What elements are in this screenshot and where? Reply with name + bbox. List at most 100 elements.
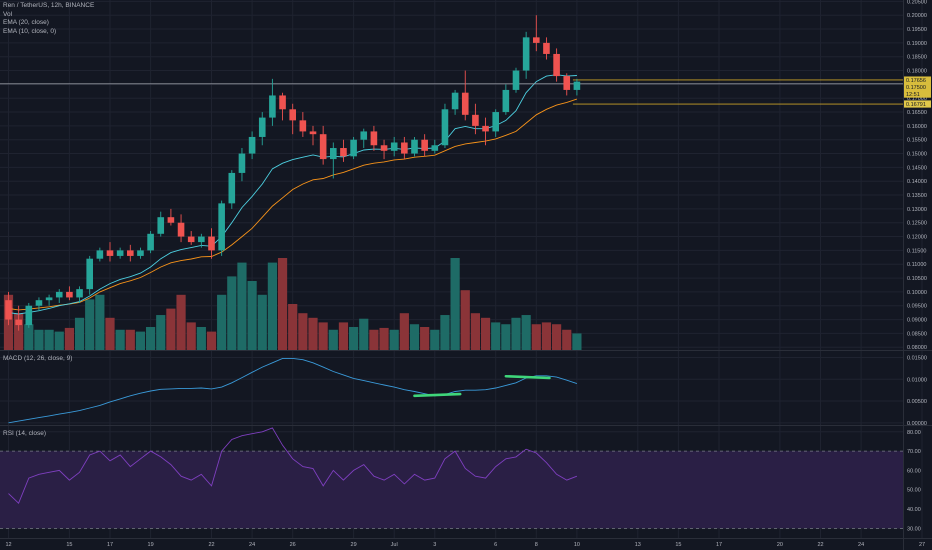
ema20-legend[interactable]: EMA (20, close) [3,19,49,26]
rsi-legend[interactable]: RSI (14, close) [3,430,46,437]
time-tick-label: 3 [433,542,436,548]
candle [76,286,83,303]
candle-body [167,217,175,223]
candle [340,139,347,162]
candle-body [208,236,215,251]
candle [502,84,510,115]
candle [86,255,93,295]
candle-body [401,142,408,154]
candle-body [330,148,337,160]
macd-legend[interactable]: MACD (12, 26, close, 9) [3,355,73,362]
candle [66,286,73,301]
candle-body [106,250,114,256]
candle-body [96,250,104,259]
volume-bar [125,329,135,350]
candle [533,15,540,52]
rsi-line [8,427,578,504]
macd-tick-label: 0.00500 [907,399,927,405]
volume-bar [420,327,430,350]
candle [380,139,388,160]
candle [401,136,408,160]
volume-bar [115,329,125,350]
price-tick-label: 0.19000 [907,41,927,47]
candle [137,247,144,259]
candle [279,92,286,121]
candle [472,103,479,135]
candle [553,48,560,82]
price-tag-bg [904,100,931,108]
candle [482,117,489,146]
volume-bar [338,322,349,350]
vol-legend[interactable]: Vol [3,10,13,18]
time-tick-label: 17 [716,542,722,548]
volume-bar [430,329,440,350]
candle-body [309,131,317,135]
candle-body [258,117,266,137]
price-tick-label: 0.20500 [907,0,927,5]
candle-body [441,109,449,146]
price-tick-label: 0.16000 [907,124,927,130]
volume-bar [257,294,267,350]
rsi-tick-label: 30.00 [907,526,921,532]
rsi-band [0,450,903,529]
volume-bar [409,324,420,350]
candle-body [248,136,256,154]
candle [431,139,439,154]
candle-body [563,76,571,90]
candle-body [187,236,195,243]
candle [35,297,43,312]
volume-bar [501,324,511,350]
candle-body [198,236,205,243]
candle-body [157,217,165,234]
volume-bar [450,258,460,350]
price-tick-label: 0.13000 [907,207,927,213]
volume-bar [460,290,470,350]
candle [299,112,307,137]
macd-trend-marker-1 [504,374,551,380]
candle [522,31,530,79]
candle [157,211,165,237]
ema10-line [8,74,577,315]
candle-body [238,153,246,173]
volume-bar [34,329,44,350]
volume-bar [64,327,74,350]
volume-bar [227,276,237,350]
candle [208,228,215,259]
volume-bar [491,322,501,350]
volume-bar [24,324,34,350]
candle [543,37,550,60]
candle [25,302,33,328]
candle [45,294,53,306]
candle-body [533,37,540,43]
candle-body [421,139,428,151]
candle-body [66,291,73,298]
candle-body [431,145,439,151]
time-tick-label: 19 [148,542,154,548]
candle-body [472,114,479,126]
candle-body [45,297,53,301]
volume-bar [105,317,115,350]
symbol-legend[interactable]: Ren / TetherUS, 12h, BINANCE [3,2,95,9]
candle [573,78,581,96]
candle-body [482,125,489,132]
price-lines[interactable] [0,79,903,105]
volume-bar [156,315,166,350]
candle-body [350,139,357,157]
ema10-legend[interactable]: EMA (10, close, 0) [3,27,57,35]
volume-bar [247,281,257,350]
rsi-band-fill [0,451,903,529]
candle [116,247,124,259]
candle-body [360,131,368,140]
volume-bar [277,258,288,350]
candle [147,231,154,254]
volume-bar [470,313,480,350]
candle-body [55,291,63,298]
price-tick-label: 0.17000 [907,96,927,102]
volume-bar [328,329,338,350]
time-axis[interactable]: 12 15 17 19 22 24 26 29 Jul 3 6 8 10 13 15 17 20 22 24 27 [5,542,925,548]
price-tick-label: 0.18000 [907,69,927,75]
rsi-tick-label: 60.00 [907,468,921,474]
